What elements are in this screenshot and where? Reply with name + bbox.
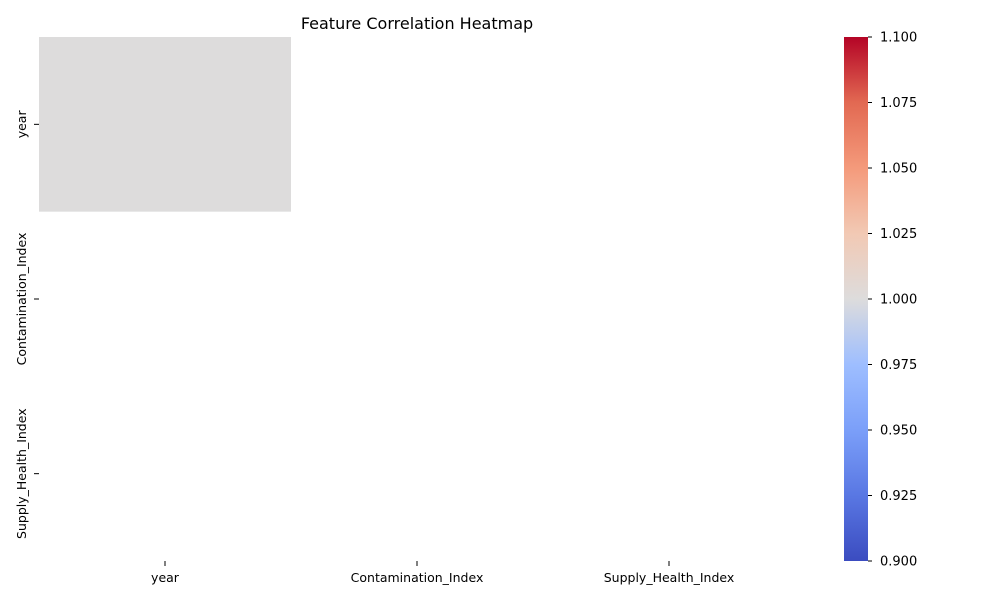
heatmap-cell	[39, 37, 291, 212]
y-tick-label: Supply_Health_Index	[14, 408, 29, 539]
x-tick-label: year	[151, 570, 180, 585]
colorbar-tick-label: 0.900	[880, 555, 917, 570]
y-tick-label: year	[14, 110, 29, 139]
colorbar-tick-label: 1.050	[880, 162, 917, 177]
colorbar-tick-label: 1.000	[880, 293, 917, 308]
colorbar-tick-label: 0.950	[880, 424, 917, 439]
colorbar-tick-label: 0.975	[880, 358, 917, 373]
colorbar-tick-label: 1.025	[880, 227, 917, 242]
colorbar-tick-label: 1.100	[880, 31, 917, 46]
heatmap-cells	[39, 37, 291, 212]
colorbar-tick-label: 0.925	[880, 489, 917, 504]
x-tick-label: Contamination_Index	[351, 570, 484, 585]
colorbar-ticks: 0.900 0.925 0.950 0.975 1.000 1.025 1.050 1.075…	[868, 31, 917, 570]
chart-title: Feature Correlation Heatmap	[301, 14, 533, 33]
colorbar-tick-label: 1.075	[880, 96, 917, 111]
y-tick-label: Contamination_Index	[14, 233, 29, 366]
x-axis: year Contamination_Index Supply_Health_Ind…	[151, 561, 734, 585]
x-tick-label: Supply_Health_Index	[604, 570, 735, 585]
y-axis: year Contamination_Index Supply_Health_Ind…	[14, 110, 39, 539]
colorbar	[844, 37, 868, 561]
